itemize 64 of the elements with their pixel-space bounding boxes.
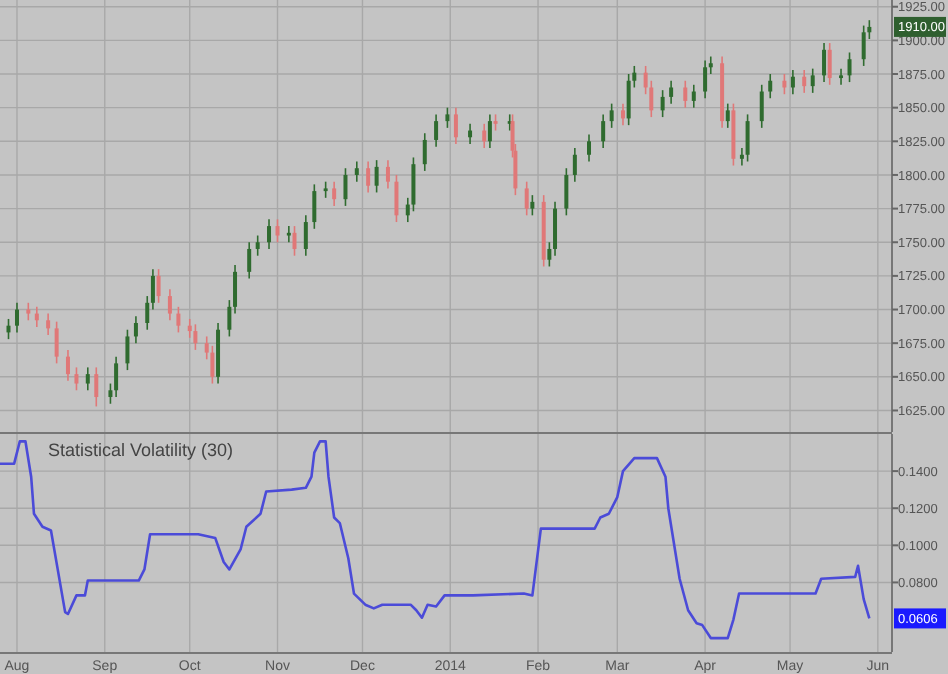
candlestick: [530, 194, 535, 217]
candlestick: [167, 288, 172, 322]
candlestick: [85, 366, 90, 392]
candlestick: [114, 355, 119, 398]
candlestick: [564, 167, 569, 217]
candlestick: [74, 366, 79, 392]
candlestick: [275, 218, 280, 244]
candlestick: [587, 133, 591, 163]
candlestick: [572, 147, 577, 183]
candlestick: [626, 73, 631, 126]
candlestick: [394, 174, 399, 223]
candlestick: [810, 67, 815, 94]
candlestick: [156, 268, 161, 304]
candlestick: [790, 69, 795, 96]
candlestick: [54, 320, 59, 365]
candlestick: [354, 160, 359, 183]
candlestick: [802, 69, 807, 94]
candlestick: [255, 234, 260, 257]
candlestick: [822, 42, 827, 83]
candlestick: [768, 73, 773, 100]
candlestick: [691, 83, 696, 109]
candlestick: [660, 89, 665, 118]
candlestick: [343, 167, 348, 207]
candlestick: [125, 328, 130, 371]
candlestick: [839, 67, 844, 86]
candlestick: [267, 218, 272, 250]
candlestick: [422, 132, 427, 172]
candlestick: [286, 225, 291, 244]
candlestick: [453, 106, 458, 145]
candlestick: [601, 113, 606, 149]
candlestick: [312, 183, 317, 230]
candlestick: [669, 79, 674, 105]
candlestick: [366, 160, 371, 194]
candlestick: [385, 159, 390, 190]
candlestick: [703, 59, 708, 100]
candlestick: [482, 123, 487, 149]
line-series: [0, 440, 871, 640]
candlestick: [524, 180, 529, 217]
candlestick: [487, 113, 492, 149]
candlestick: [759, 83, 764, 129]
candlestick: [745, 113, 750, 163]
candlestick: [434, 113, 439, 148]
candlestick: [176, 306, 181, 334]
candlestick: [861, 24, 866, 67]
candlestick: [847, 51, 852, 83]
candlestick: [247, 241, 252, 280]
candlestick: [445, 106, 450, 129]
candlestick: [216, 322, 221, 385]
candlestick: [620, 102, 625, 126]
candlestick: [46, 312, 51, 336]
candlestick: [303, 214, 308, 257]
candlestick: [725, 102, 730, 129]
candlestick: [609, 102, 614, 129]
candlestick: [374, 159, 379, 194]
candlestick: [94, 366, 99, 408]
candlestick: [292, 225, 297, 257]
candlestick: [65, 349, 70, 382]
candlestick: [133, 315, 138, 344]
chart-title: Statistical Volatility (30): [48, 440, 234, 460]
candlestick: [332, 180, 337, 207]
candlestick: [193, 323, 198, 351]
candlestick: [683, 79, 688, 109]
candlestick: [14, 302, 19, 334]
candlestick: [827, 42, 832, 86]
